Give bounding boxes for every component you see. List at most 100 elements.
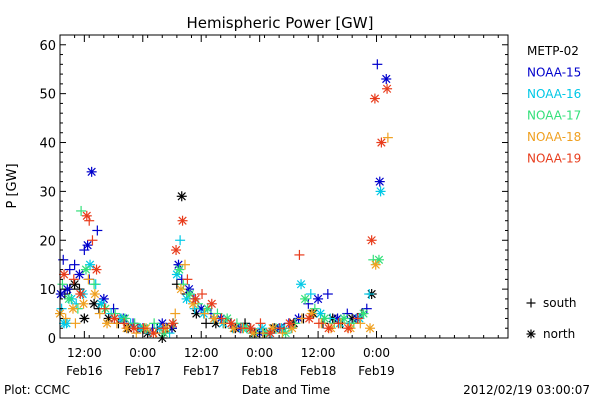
data-point-south — [179, 259, 190, 270]
data-point-south — [175, 235, 186, 246]
data-point-north — [55, 289, 66, 300]
data-point-south — [170, 308, 181, 319]
series-noaa-15 — [55, 59, 392, 339]
data-point-north — [81, 210, 92, 221]
data-point-south — [83, 274, 94, 285]
data-point-south — [355, 318, 366, 329]
data-point-north — [374, 176, 385, 187]
data-point-north — [89, 289, 100, 300]
data-point-south — [94, 308, 105, 319]
data-point-north — [86, 166, 97, 177]
data-point-north — [300, 293, 311, 304]
x-tick-label-date: Feb17 — [183, 364, 220, 378]
x-tick-label-date: Feb19 — [358, 364, 395, 378]
data-point-south — [69, 259, 80, 270]
data-point-north — [284, 318, 295, 329]
data-point-south — [305, 289, 316, 300]
data-point-south — [199, 308, 210, 319]
data-point-north — [382, 83, 393, 94]
data-point-north — [358, 308, 369, 319]
data-point-south — [76, 205, 87, 216]
x-tick-label-date: Feb18 — [300, 364, 337, 378]
y-axis: 0 10 20 30 40 50 60 — [39, 34, 508, 347]
data-point-north — [265, 328, 276, 339]
data-point-north — [296, 279, 307, 290]
data-point-north — [167, 318, 178, 329]
legend-entry: NOAA-18 — [527, 130, 581, 144]
y-tick-label: 60 — [39, 39, 56, 54]
data-point-south — [235, 323, 246, 334]
legend-entry: METP-02 — [527, 44, 579, 58]
data-point-north — [63, 293, 74, 304]
data-point-north — [128, 323, 139, 334]
data-point-north — [366, 235, 377, 246]
data-point-south — [333, 318, 344, 329]
y-tick-label: 50 — [39, 88, 56, 103]
data-point-north — [313, 293, 324, 304]
marker-legend: south north — [526, 296, 577, 341]
data-point-south — [182, 274, 193, 285]
marker-legend-label: north — [543, 327, 575, 341]
data-point-north — [80, 264, 91, 275]
data-point-south — [372, 59, 383, 70]
data-point-south — [57, 279, 68, 290]
x-tick-label-time: 12:00 — [67, 346, 102, 360]
data-point-north — [267, 323, 278, 334]
marks-layer — [55, 59, 393, 343]
data-point-south — [352, 313, 363, 324]
data-point-north — [67, 303, 78, 314]
data-point-north — [148, 328, 159, 339]
marker-legend-label: south — [543, 296, 577, 310]
data-point-north — [381, 73, 392, 84]
chart-title: Hemispheric Power [GW] — [187, 14, 374, 32]
y-tick-label: 30 — [39, 185, 56, 200]
x-axis-label: Date and Time — [242, 383, 330, 397]
data-point-north — [79, 313, 90, 324]
data-point-north — [171, 245, 182, 256]
data-point-north — [181, 293, 192, 304]
data-point-north — [376, 137, 387, 148]
data-point-north — [109, 313, 120, 324]
legend-entry: NOAA-17 — [527, 109, 581, 123]
data-point-north — [78, 298, 89, 309]
data-point-north — [226, 318, 237, 329]
data-point-south — [277, 328, 288, 339]
footer-left: Plot: CCMC — [4, 383, 70, 397]
data-point-north — [339, 313, 350, 324]
data-point-north — [119, 313, 130, 324]
x-tick-label-time: 0:00 — [246, 346, 273, 360]
footer-right: 2012/02/19 03:00:07 — [463, 383, 590, 397]
data-point-south — [119, 318, 130, 329]
plot-area — [59, 34, 509, 339]
x-tick-label-date: Feb17 — [125, 364, 162, 378]
x-axis: 12:00 Feb16 0:00 Feb17 12:00 Feb17 0:00 Feb18 12… — [59, 35, 499, 378]
data-point-north — [343, 323, 354, 334]
data-point-south — [255, 318, 266, 329]
series-noaa-17 — [57, 205, 384, 339]
data-point-north — [102, 318, 113, 329]
data-point-north — [75, 289, 86, 300]
x-tick-label-date: Feb16 — [66, 364, 103, 378]
legend-entry: NOAA-19 — [527, 152, 581, 166]
data-point-south — [201, 318, 212, 329]
marker-legend-symbol — [526, 329, 536, 339]
data-point-south — [87, 235, 98, 246]
data-point-south — [322, 289, 333, 300]
data-point-north — [375, 186, 386, 197]
data-point-south — [68, 274, 79, 285]
y-tick-label: 0 — [48, 332, 56, 347]
data-point-north — [369, 93, 380, 104]
data-point-north — [98, 293, 109, 304]
y-axis-label: P [GW] — [5, 163, 20, 208]
data-point-south — [313, 318, 324, 329]
data-point-north — [257, 323, 268, 334]
data-point-south — [89, 279, 100, 290]
data-point-south — [92, 225, 103, 236]
data-point-north — [69, 279, 80, 290]
data-point-south — [99, 303, 110, 314]
data-point-south — [84, 215, 95, 226]
data-point-south — [70, 318, 81, 329]
data-point-north — [82, 240, 93, 251]
x-tick-label-time: 0:00 — [363, 346, 390, 360]
